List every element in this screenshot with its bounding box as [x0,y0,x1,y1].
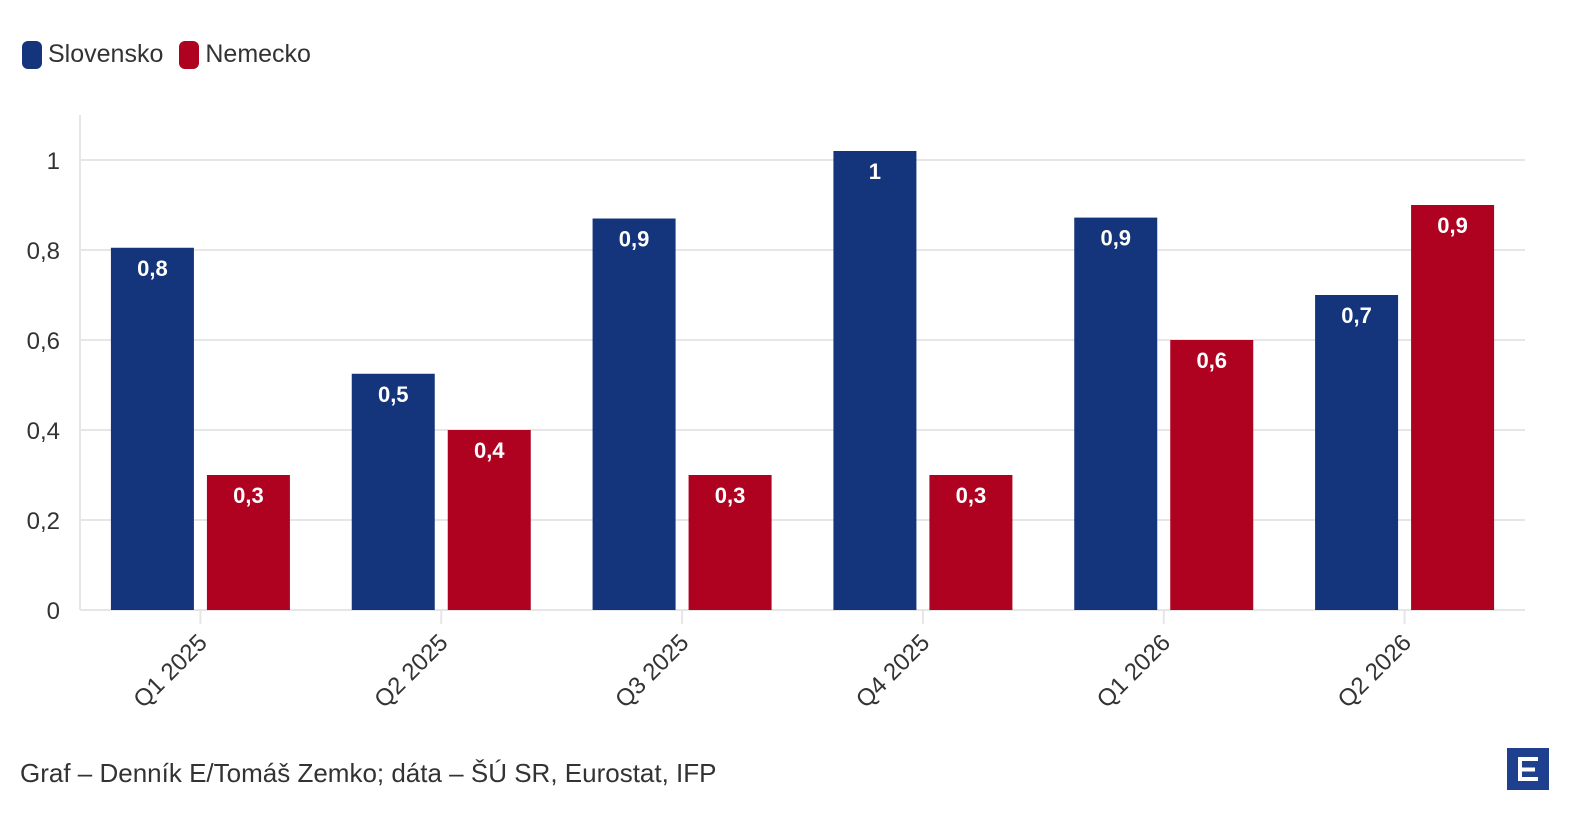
bar-chart: 0 0,2 0,4 0,6 0,8 1 0,8 0,3 0,5 0,4 0,9 0,3 1 0,3 0,9… [27,115,1525,713]
data-label-slovensko: 0,9 [619,227,650,252]
legend-swatch-nemecko [179,40,200,69]
bar-slovensko[interactable] [351,373,435,610]
y-tick-label: 0,4 [27,418,60,445]
bars-layer [110,151,1495,611]
legend-label-nemecko: Nemecko [205,40,311,68]
legend-label-slovensko: Slovensko [48,40,164,68]
bar-nemecko[interactable] [929,475,1013,610]
data-label-slovensko: 1 [869,159,881,184]
data-labels-layer: 0,8 0,3 0,5 0,4 0,9 0,3 1 0,3 0,9 0,6 0,7 0,9 [137,159,1468,508]
grid-layer [80,159,1525,521]
data-label-nemecko: 0,3 [715,483,746,508]
legend-item-slovensko[interactable]: Slovensko [22,40,163,69]
x-tick-label: Q3 2025 [610,629,694,713]
y-tick-label: 0,2 [27,508,60,535]
y-tick-label: 0,8 [27,238,60,265]
source-caption: Graf – Denník E/Tomáš Zemko; dáta – ŠÚ S… [20,758,717,788]
x-tick-label: Q1 2025 [128,629,212,713]
y-tick-label: 1 [47,148,60,175]
data-label-nemecko: 0,3 [956,483,987,508]
bar-slovensko[interactable] [1315,295,1399,610]
y-tick-label: 0,6 [27,328,60,355]
y-tick-label: 0 [47,598,60,625]
x-tick-label: Q2 2025 [369,629,453,713]
x-tick-label: Q4 2025 [851,629,935,713]
legend-item-nemecko[interactable]: Nemecko [179,40,311,69]
bar-slovensko[interactable] [592,218,676,611]
axis-layer: 0 0,2 0,4 0,6 0,8 1 [27,115,1525,625]
data-label-slovensko: 0,7 [1341,303,1372,328]
data-label-slovensko: 0,5 [378,382,409,407]
bar-slovensko[interactable] [833,151,917,610]
bar-nemecko[interactable] [688,475,772,610]
bar-slovensko[interactable] [1074,217,1158,610]
data-label-nemecko: 0,3 [233,483,264,508]
denník-e-logo-icon[interactable] [1507,748,1549,790]
data-label-nemecko: 0,9 [1437,213,1468,238]
x-tick-labels-layer: Q1 2025 Q2 2025 Q3 2025 Q4 2025 Q1 2026 Q2 20… [128,629,1416,713]
x-tick-label: Q1 2026 [1092,629,1176,713]
bar-nemecko[interactable] [1170,340,1254,610]
x-tick-label: Q2 2026 [1333,629,1417,713]
bar-nemecko[interactable] [206,475,290,610]
data-label-nemecko: 0,6 [1196,348,1227,373]
data-label-nemecko: 0,4 [474,438,505,463]
chart-legend: Slovensko Nemecko [22,40,311,69]
bar-nemecko[interactable] [447,430,531,610]
bar-nemecko[interactable] [1411,205,1495,610]
data-label-slovensko: 0,8 [137,256,168,281]
legend-swatch-slovensko [22,40,42,69]
bar-slovensko[interactable] [110,247,194,610]
data-label-slovensko: 0,9 [1100,226,1131,251]
